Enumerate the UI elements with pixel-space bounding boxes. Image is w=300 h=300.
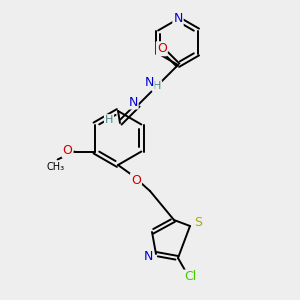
Text: Cl: Cl — [184, 271, 196, 284]
Text: H: H — [153, 81, 161, 91]
Text: H: H — [105, 115, 113, 125]
Text: CH₃: CH₃ — [46, 161, 65, 172]
Text: O: O — [157, 42, 167, 55]
Text: N: N — [143, 250, 153, 263]
Text: N: N — [144, 76, 154, 89]
Text: O: O — [131, 173, 141, 187]
Text: N: N — [128, 95, 138, 109]
Text: N: N — [173, 13, 183, 26]
Text: S: S — [194, 217, 202, 230]
Text: O: O — [63, 144, 73, 157]
